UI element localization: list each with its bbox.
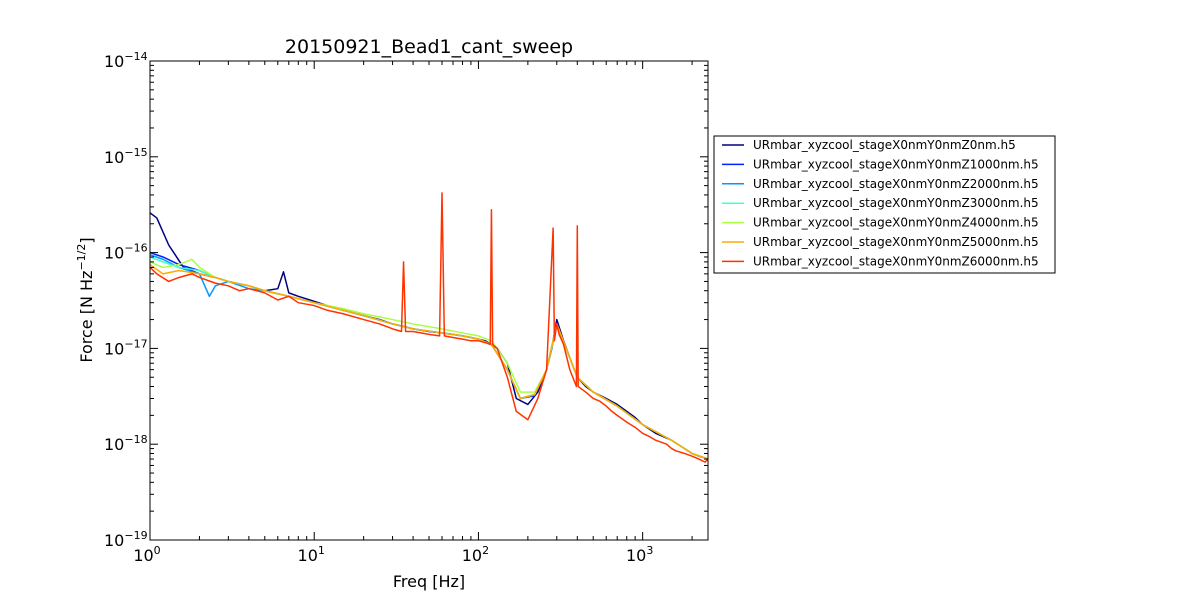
- legend-label-5: URmbar_xyzcool_stageX0nmY0nmZ5000nm.h5: [753, 235, 1039, 249]
- y-tick-label-base: 10: [104, 339, 124, 358]
- y-axis-label-base: Force [N Hz: [77, 271, 96, 363]
- y-tick-label-base: 10: [104, 435, 124, 454]
- y-tick-label-3: 10−16: [104, 242, 148, 263]
- legend-label-3: URmbar_xyzcool_stageX0nmY0nmZ3000nm.h5: [753, 196, 1039, 210]
- y-tick-label-exponent: −17: [124, 337, 147, 350]
- x-tick-label-exponent: 0: [154, 544, 161, 557]
- y-axis-label-exponent: −1/2: [75, 244, 88, 271]
- series-group: [150, 192, 708, 463]
- x-tick-label-0: 100: [133, 544, 160, 565]
- y-tick-label-exponent: −16: [124, 242, 147, 255]
- y-tick-label-1: 10−18: [104, 433, 148, 454]
- x-tick-label-base: 10: [298, 546, 318, 565]
- y-axis-label: Force [N Hz−1/2]: [75, 237, 96, 362]
- y-tick-label-base: 10: [104, 244, 124, 263]
- y-tick-label-exponent: −15: [124, 146, 147, 159]
- x-tick-label-exponent: 2: [482, 544, 489, 557]
- legend-label-0: URmbar_xyzcool_stageX0nmY0nmZ0nm.h5: [753, 138, 1016, 152]
- y-tick-label-exponent: −19: [124, 529, 147, 542]
- y-tick-label-0: 10−19: [104, 529, 148, 550]
- x-tick-label-base: 10: [133, 546, 153, 565]
- legend: URmbar_xyzcool_stageX0nmY0nmZ0nm.h5 URmba…: [713, 135, 1056, 274]
- chart-title: 20150921_Bead1_cant_sweep: [285, 36, 573, 58]
- legend-label-4: URmbar_xyzcool_stageX0nmY0nmZ4000nm.h5: [753, 216, 1039, 230]
- x-tick-label-1: 101: [298, 544, 325, 565]
- legend-label-2: URmbar_xyzcool_stageX0nmY0nmZ2000nm.h5: [753, 177, 1039, 191]
- ticks-group: 100 101 102 10310−1910−1810−1710−1610−1510−…: [104, 50, 708, 565]
- y-tick-label-4: 10−15: [104, 146, 148, 167]
- y-tick-label-base: 10: [104, 531, 124, 550]
- y-axis-label-end: ]: [77, 237, 96, 243]
- x-tick-label-exponent: 3: [646, 544, 653, 557]
- x-tick-label-base: 10: [626, 546, 646, 565]
- legend-label-1: URmbar_xyzcool_stageX0nmY0nmZ1000nm.h5: [753, 157, 1039, 171]
- x-tick-label-base: 10: [462, 546, 482, 565]
- x-tick-label-exponent: 1: [318, 544, 325, 557]
- x-axis-label: Freq [Hz]: [393, 572, 465, 591]
- y-tick-label-5: 10−14: [104, 50, 148, 71]
- x-tick-label-3: 103: [626, 544, 653, 565]
- legend-label-6: URmbar_xyzcool_stageX0nmY0nmZ6000nm.h5: [753, 254, 1039, 268]
- series-line-6: [150, 192, 708, 463]
- y-tick-label-exponent: −14: [124, 50, 147, 63]
- legend-frame: [713, 135, 1056, 274]
- y-tick-label-exponent: −18: [124, 433, 147, 446]
- y-tick-label-base: 10: [104, 52, 124, 71]
- series-line-5: [150, 263, 708, 460]
- x-tick-label-2: 102: [462, 544, 489, 565]
- y-tick-label-base: 10: [104, 148, 124, 167]
- y-tick-label-2: 10−17: [104, 337, 148, 358]
